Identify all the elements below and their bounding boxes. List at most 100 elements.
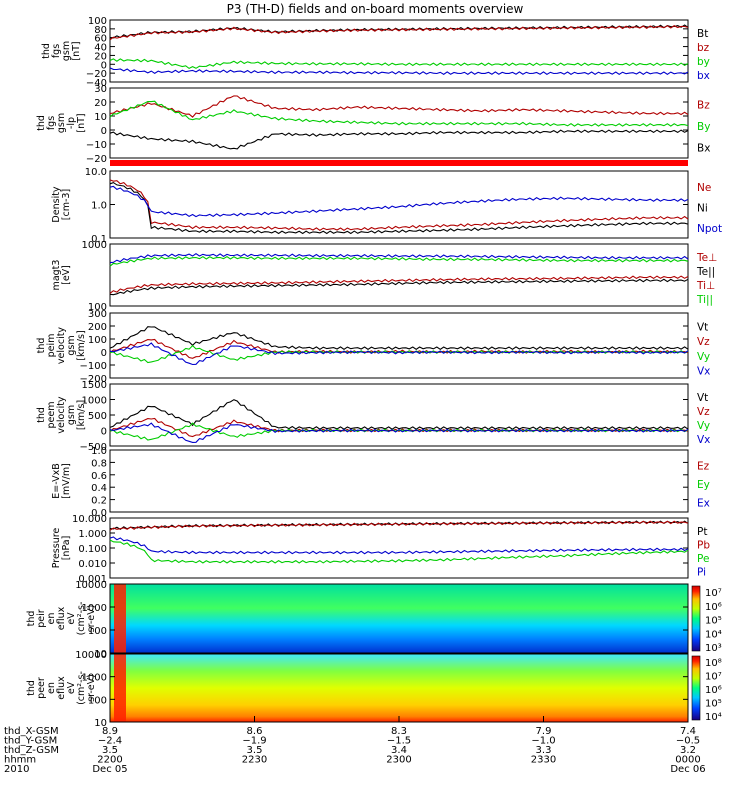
colorbar-label: 10⁶: [705, 602, 722, 613]
y-tick-label: −100: [80, 361, 107, 372]
x-tick-label: 3.2: [680, 745, 696, 756]
legend-entry: bz: [697, 42, 710, 54]
y-label-line: Pressure: [51, 528, 62, 569]
y-tick-label: −10: [86, 140, 107, 151]
spectrogram-hot-band: [114, 584, 126, 653]
y-label-line: [eV]: [61, 265, 72, 285]
x-tick-label: 8.9: [102, 726, 118, 737]
x-tick-label: 3.4: [391, 745, 407, 756]
x-tick-label: 3.3: [536, 745, 552, 756]
y-axis-label: Pressure [nPa]: [51, 528, 72, 569]
y-tick-label: 100: [88, 626, 107, 637]
x-row-label: thd_Z-GSM: [4, 745, 59, 756]
series-By: [109, 100, 689, 127]
series-Vz: [109, 338, 689, 359]
y-label-line: en: [46, 613, 57, 625]
panel-6: 1500 1000 500 0 −500 thd peem velocity gsm [km/s]…: [36, 380, 710, 453]
y-tick-label: 500: [88, 411, 107, 422]
series-Ne: [109, 179, 689, 231]
series-Vz: [109, 417, 689, 438]
series-Vx: [109, 422, 689, 443]
y-tick-label: 10000: [75, 580, 107, 591]
y-axis-label: E=-VxB [mV/m]: [51, 463, 72, 499]
series-bz: [109, 25, 689, 41]
legend-entry: bx: [697, 70, 710, 82]
legend-entry: Pi: [697, 566, 706, 578]
y-axis-label: magt3 [eV]: [51, 260, 72, 291]
y-label-line: eflux: [56, 676, 67, 700]
y-label-line: [nT]: [71, 41, 82, 60]
legend-entry: Vy: [697, 420, 710, 432]
y-label-line: [nPa]: [61, 536, 72, 561]
y-tick-label: 10: [94, 112, 107, 123]
y-label-line: gsm: [66, 405, 77, 425]
legend-entry: Vt: [697, 392, 708, 404]
y-label-line: thd: [36, 407, 47, 423]
y-tick-label: 0.8: [91, 458, 107, 469]
colorbar-label: 10⁵: [705, 616, 722, 627]
y-label-line: thd: [41, 43, 52, 59]
legend-entry: Ez: [697, 460, 710, 472]
y-label-line: (cm²-s-: [76, 671, 87, 705]
legend-entry: Vx: [697, 434, 710, 446]
series-Ni: [109, 181, 689, 235]
colorbar-label: 10⁴: [705, 712, 722, 723]
legend-entry: Vx: [697, 366, 710, 378]
y-tick-label: 1.0: [91, 446, 107, 457]
y-tick-label: −40: [86, 78, 107, 89]
y-label-line: thd: [26, 680, 37, 696]
y-label-line: [mV/m]: [61, 463, 72, 499]
spectrogram-10: [110, 654, 688, 722]
y-label-line: thd: [36, 338, 47, 354]
y-label-line: velocity: [56, 327, 67, 365]
colorbar-label: 10⁸: [705, 658, 722, 669]
colorbar-label: 10⁷: [705, 588, 722, 599]
y-tick-label: 100: [88, 16, 107, 27]
x-tick-label: 3.5: [247, 745, 263, 756]
y-tick-label: −500: [80, 442, 107, 453]
y-tick-label: 1000: [82, 240, 107, 251]
legend-entry: Vz: [697, 406, 710, 418]
y-label-line: gsm: [61, 41, 72, 61]
y-label-line: fgs: [51, 44, 62, 58]
y-tick-label: 10.000: [72, 514, 107, 525]
series-Vt: [109, 326, 689, 350]
y-tick-label: 0: [101, 427, 107, 438]
series-by: [109, 58, 689, 70]
panel-5: 300 200 100 0 −100 −200 thd peim velocity gsm [km/…: [36, 309, 710, 385]
y-tick-label: 60: [94, 34, 107, 45]
x-date-label: Dec 05: [92, 764, 127, 775]
y-label-line: peer: [36, 677, 47, 699]
colorbar-label: 10⁶: [705, 685, 722, 696]
y-tick-label: 300: [88, 309, 107, 320]
y-label-line: -lp: [66, 117, 77, 129]
y-label-line: gsm: [66, 335, 77, 355]
y-tick-label: 0.1: [91, 234, 107, 245]
y-tick-label: 0: [101, 60, 107, 71]
colorbar-gradient: [691, 655, 701, 721]
series-Te⊥: [109, 275, 689, 294]
legend-entry: Ni: [697, 203, 708, 215]
y-tick-label: 100: [88, 695, 107, 706]
x-tick-label: −1.0: [531, 736, 555, 747]
legend-entry: Te⊥: [696, 252, 717, 264]
legend-entry: Ne: [697, 182, 711, 194]
y-label-line: (cm²-s-: [76, 602, 87, 636]
y-label-line: peir: [36, 609, 47, 628]
legend-entry: Pt: [697, 526, 707, 538]
legend-entry: Bt: [697, 28, 708, 40]
y-tick-label: −200: [80, 374, 107, 385]
x-tick-label: 7.4: [680, 726, 696, 737]
y-tick-label: 10: [94, 718, 107, 729]
panel-3: 10.0 1.0 0.1 Density [cm-3] Ne Ni Npot: [51, 167, 722, 245]
colorbar-label: 10⁷: [705, 672, 722, 683]
y-tick-label: 30: [94, 84, 107, 95]
legend-entry: Ti⊥: [696, 280, 715, 292]
y-tick-label: 1000: [82, 396, 107, 407]
y-tick-label: 10000: [75, 650, 107, 661]
x-year-label: 2010: [4, 764, 29, 775]
series-Vx: [109, 342, 689, 366]
panel-frame: [109, 517, 689, 579]
